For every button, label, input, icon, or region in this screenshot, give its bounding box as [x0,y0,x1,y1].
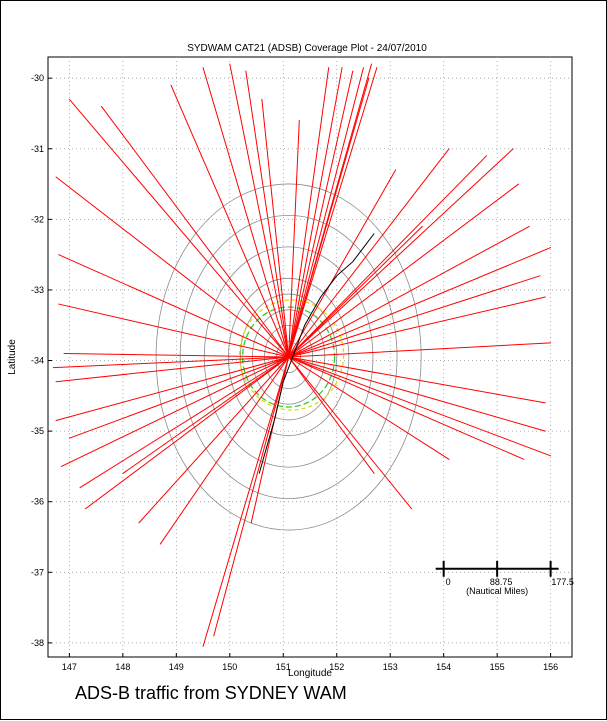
axis-ticks: 147 148 149 150 151 152 153 154 155 156 -30 -31 -32 -… [31,73,558,672]
x-axis-label: Longitude [288,668,332,679]
track-line [288,356,546,432]
track-line [213,356,290,637]
figure-caption: ADS-B traffic from SYDNEY WAM [75,683,347,703]
y-tick-label: -31 [31,144,44,154]
track-line [55,356,290,422]
track-line [288,356,525,460]
track-line [79,356,290,489]
range-ring [252,309,326,405]
track-line [288,67,364,358]
range-ring [240,293,338,421]
y-tick-label: -33 [31,285,44,295]
y-axis-label: Latitude [7,339,18,375]
track-line [170,84,290,358]
track-line [261,98,290,358]
track-line [202,356,290,647]
aircraft-tracks [52,63,552,647]
track-line [122,356,290,474]
x-tick-label: 153 [383,662,398,672]
track-line [288,275,541,358]
track-line [229,63,290,358]
track-line [288,67,378,358]
scale-unit-label: (Nautical Miles) [466,586,528,596]
track-line [245,70,290,358]
track-line [63,352,290,358]
track-line [60,356,290,467]
track-line [288,148,450,358]
track-line [68,356,290,439]
track-line [288,342,552,358]
x-tick-label: 154 [436,662,451,672]
track-line [288,155,487,358]
track-line [288,356,552,457]
track-line [100,105,290,358]
track-line [288,247,552,358]
scale-label-end: 177.5 [551,577,574,587]
track-line [288,67,330,358]
track-line [58,254,290,358]
track-line [288,296,546,358]
y-tick-label: -30 [31,73,44,83]
track-line [288,70,354,358]
scale-label-mid: 88.75 [490,577,513,587]
track-line [138,356,290,524]
coastline-trace [258,233,375,474]
plot-area [47,56,573,658]
track-line [55,356,290,383]
range-ring [203,246,374,468]
chart-title: SYDWAM CAT21 (ADSB) Coverage Plot - 24/0… [187,43,427,54]
x-tick-label: 150 [222,662,237,672]
track-line [159,356,290,545]
track-line [52,356,290,369]
track-line [68,98,290,358]
range-ring [227,277,350,437]
track-line [202,67,290,358]
x-tick-label: 155 [490,662,505,672]
x-tick-label: 148 [115,662,130,672]
range-rings [155,183,422,531]
inner-ring-yellow [238,299,345,411]
track-line [55,176,290,358]
x-tick-label: 151 [276,662,291,672]
track-line [288,148,514,358]
y-tick-label: -32 [31,214,44,224]
x-tick-label: 147 [62,662,77,672]
track-line [58,303,290,358]
track-line [288,225,423,358]
y-tick-label: -38 [31,638,44,648]
y-tick-label: -36 [31,497,44,507]
track-line [84,356,290,510]
y-tick-label: -34 [31,356,44,366]
track-line [288,225,530,358]
y-tick-label: -35 [31,426,44,436]
track-line [288,67,343,358]
x-tick-label: 149 [169,662,184,672]
track-line [288,120,300,358]
scale-label-0: 0 [446,577,451,587]
track-line [288,356,413,510]
track-line [288,183,520,358]
track-line [288,169,397,358]
y-tick-label: -37 [31,567,44,577]
track-line [288,77,370,358]
x-tick-label: 152 [329,662,344,672]
inner-ring-green [241,306,336,408]
range-ring [155,183,422,531]
track-line [288,356,546,404]
range-ring [179,214,398,500]
track-line [288,356,375,474]
scale-bar: 0 88.75 177.5 (Nautical Miles) [435,560,574,596]
x-tick-label: 156 [543,662,558,672]
track-line [288,356,450,460]
